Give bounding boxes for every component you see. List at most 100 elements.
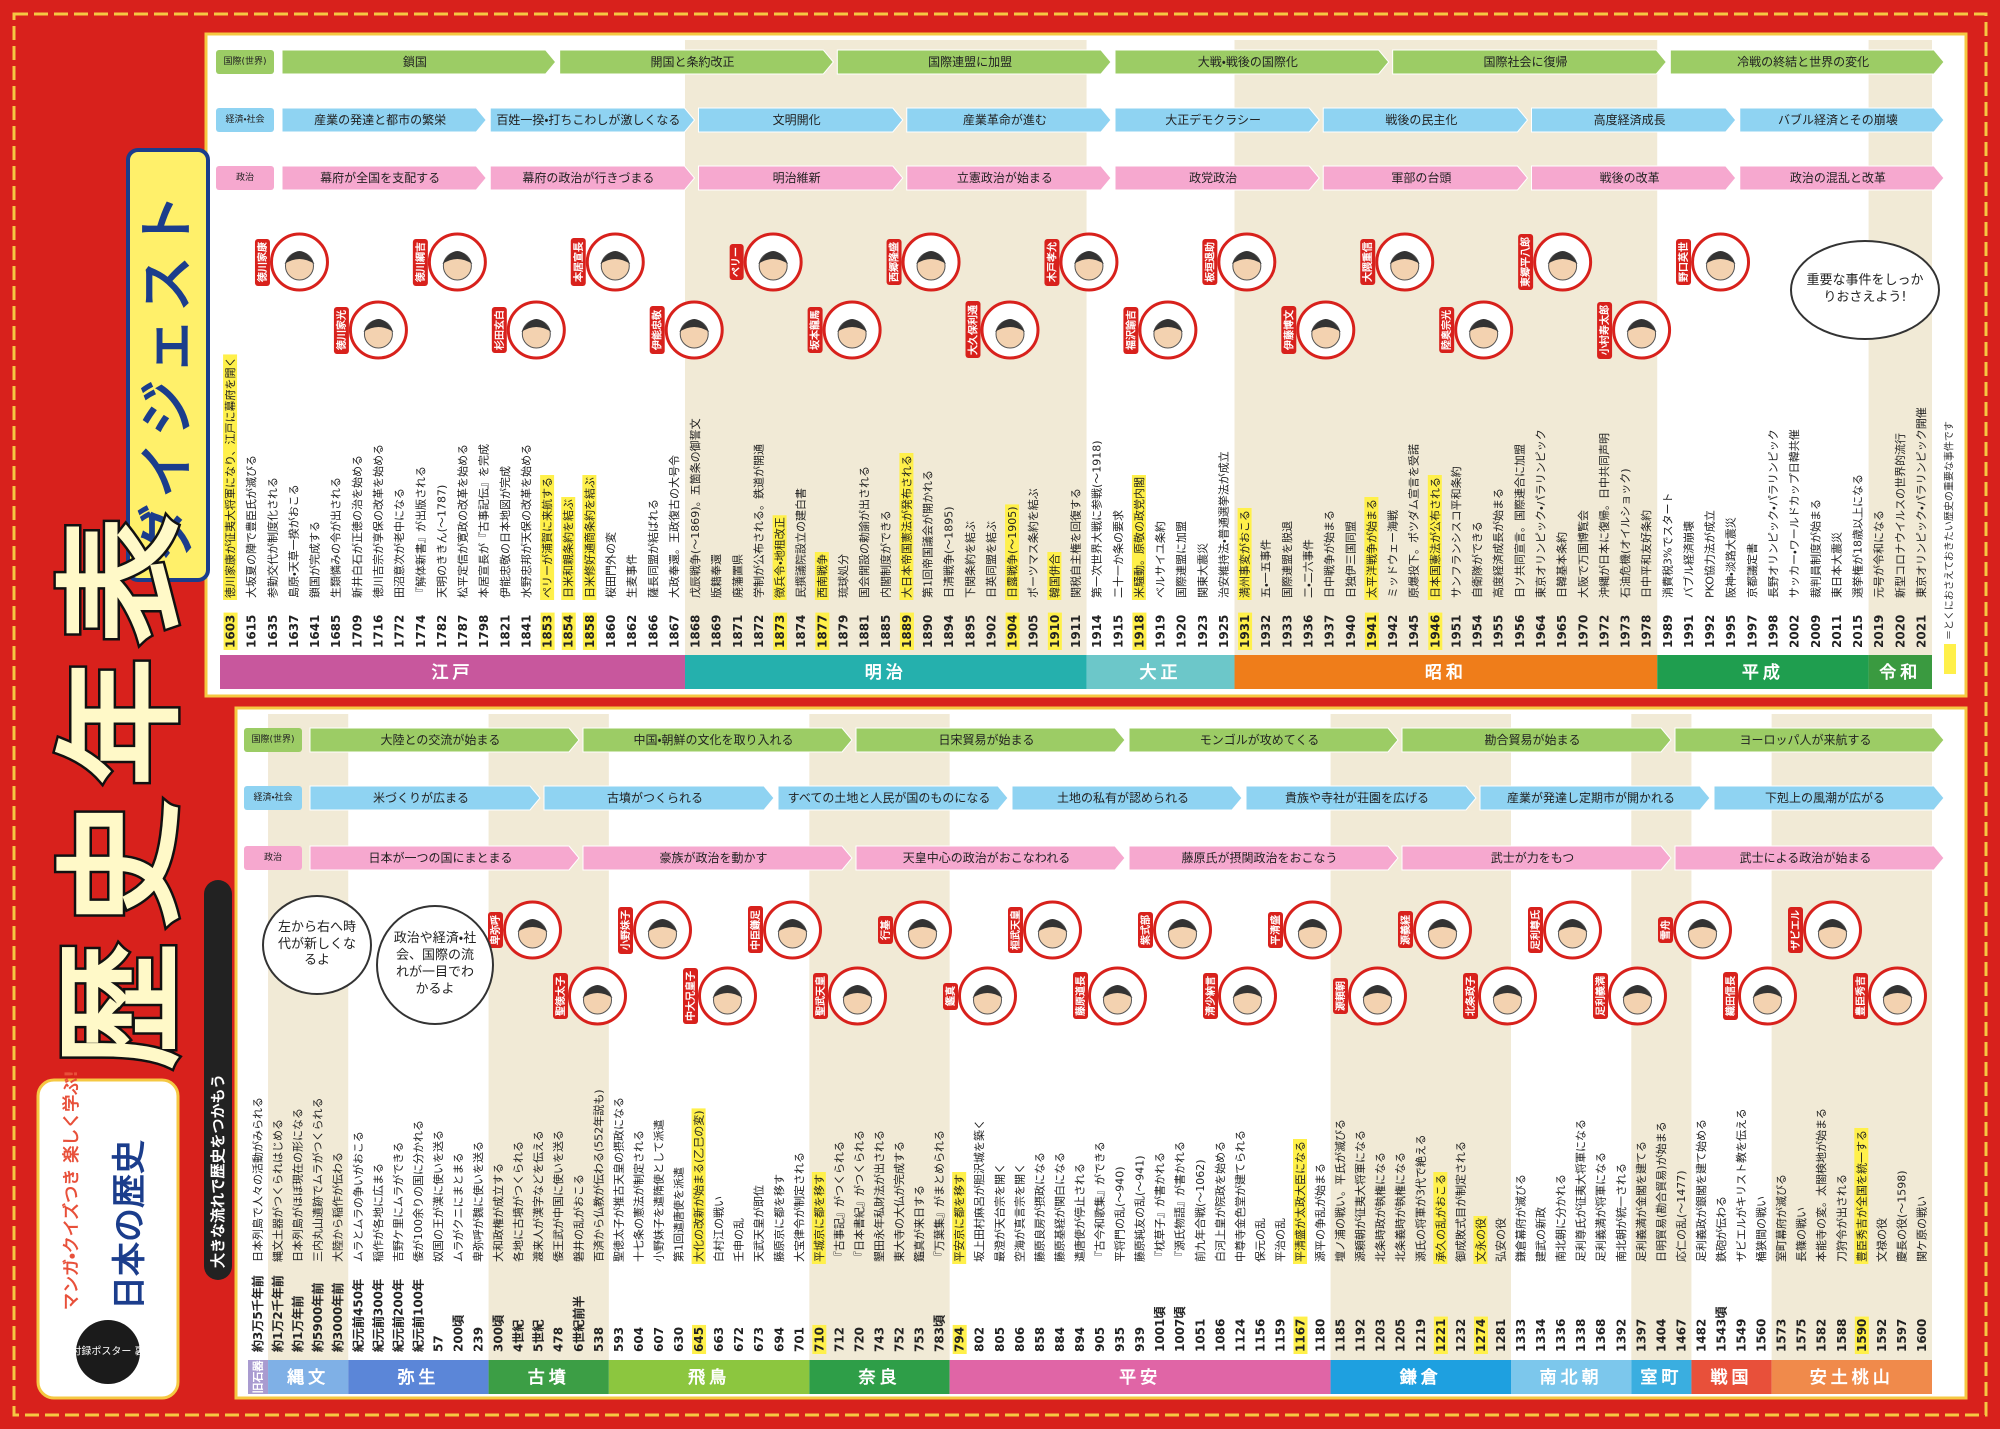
- year: 1221: [1434, 1319, 1448, 1352]
- portrait-tag: [1360, 239, 1376, 285]
- year: 593: [612, 1327, 626, 1352]
- event: 十七条の憲法が制定される: [631, 1130, 645, 1262]
- era-band: [1330, 1360, 1511, 1394]
- year: 1911: [1069, 615, 1083, 648]
- event: 刀狩令が出される: [1834, 1174, 1848, 1262]
- portrait-hair: [1882, 985, 1913, 998]
- year: 935: [1113, 1327, 1127, 1352]
- year: 1970: [1576, 615, 1590, 648]
- event: 中尊寺金色堂が建てられる: [1233, 1130, 1247, 1262]
- portrait-name: 徳川綱吉: [414, 242, 427, 283]
- event: 第1回遣唐使を派遣: [672, 1167, 686, 1262]
- year: 1582: [1815, 1319, 1829, 1352]
- event: 桶狭間の戦い: [1754, 1196, 1768, 1262]
- year: 607: [652, 1327, 666, 1352]
- portrait-tag: [1593, 973, 1608, 1019]
- year: 1877: [815, 615, 829, 648]
- event: 日米修好通商条約を結ぶ: [582, 477, 596, 598]
- flow-text: 貴族や寺社が荘園を広げる: [1285, 790, 1429, 805]
- year: 2020: [1893, 615, 1907, 648]
- portrait-name: 徳川家光: [335, 310, 348, 351]
- event: ムラがクニにまとまる: [451, 1153, 465, 1262]
- portrait-tag: [491, 307, 507, 353]
- portrait-name: 平清盛: [1269, 915, 1282, 945]
- era-name: 古墳: [528, 1367, 570, 1388]
- year: 1615: [245, 615, 259, 648]
- flow-text: 日本が一つの国にまとまる: [368, 850, 512, 865]
- portrait-tag: [1853, 973, 1868, 1019]
- year: 300頃: [492, 1314, 506, 1352]
- year: 1854: [562, 615, 576, 648]
- year: 1881: [858, 615, 872, 648]
- portrait-name: 藤原道長: [1074, 975, 1087, 1016]
- highlight: [223, 354, 238, 600]
- portrait-name: 行基: [879, 919, 892, 941]
- portrait-name: 伊藤博文: [1282, 309, 1295, 351]
- highlight: [692, 1324, 707, 1354]
- event: 大阪で万国博覧会: [1576, 510, 1590, 598]
- portrait-hair: [1389, 251, 1420, 264]
- era-band: [608, 1360, 810, 1394]
- flow-arrow: [1011, 785, 1243, 811]
- event: ペリーが浦賀に来航する: [540, 477, 554, 598]
- year: 794: [953, 1327, 967, 1352]
- flow-text: 天皇中心の政治がおこなわれる: [903, 850, 1070, 865]
- event: 足利義政が銀閣を建て始める: [1694, 1119, 1708, 1262]
- flow-text: 百姓一揆・打ちこわしが激しくなる: [496, 112, 680, 127]
- portrait-name: ザビエル: [1789, 910, 1802, 950]
- portrait-hair: [712, 985, 743, 998]
- event: 参勤交代が制度化される: [265, 477, 279, 598]
- era-name: 明治: [865, 662, 907, 683]
- flow-text: 豪族が政治を動かす: [659, 850, 767, 865]
- year: 1873: [773, 615, 787, 648]
- year: 905: [1093, 1327, 1107, 1352]
- event: 松平定信が寛政の改革を始める: [456, 444, 470, 598]
- event: 生類憐みの令が出される: [329, 477, 343, 598]
- row-label: 経済・社会: [253, 791, 292, 803]
- portrait-hair: [916, 251, 947, 264]
- portrait-tag: [649, 306, 665, 354]
- event: 第一次世界大戦に参戦(〜1918): [1090, 440, 1104, 598]
- year: 672: [732, 1327, 746, 1352]
- year: 1001頃: [1153, 1306, 1167, 1352]
- year: 1867: [667, 615, 681, 648]
- year: 1397: [1634, 1319, 1648, 1352]
- flow-text: 産業革命が進む: [963, 112, 1047, 127]
- year: 1841: [519, 615, 533, 648]
- year: 1167: [1294, 1319, 1308, 1352]
- year: 1905: [1027, 615, 1041, 648]
- event: 百済から仏教が伝わる(552年説も): [591, 1089, 605, 1262]
- event: 『源氏物語』が書かれる: [1173, 1141, 1187, 1262]
- year: 1368: [1594, 1319, 1608, 1352]
- flow-arrow: [1674, 727, 1945, 753]
- era-band: [949, 1360, 1331, 1394]
- event: 源氏の将軍が3代で絶える: [1413, 1134, 1427, 1262]
- era-name: 平成: [1742, 662, 1784, 683]
- era-name: 旧石器: [252, 1360, 265, 1394]
- event: 版籍奉還: [709, 554, 723, 598]
- year: 1404: [1654, 1319, 1668, 1352]
- event: 二十一か条の要求: [1111, 510, 1125, 598]
- portrait-name: 坂本龍馬: [809, 310, 822, 350]
- highlight: [1427, 475, 1442, 600]
- event: 空海が真言宗を開く: [1012, 1163, 1026, 1262]
- portrait-name: 板垣退助: [1203, 242, 1216, 282]
- event: 壇ノ浦の戦い。平氏が滅びる: [1333, 1119, 1347, 1262]
- portrait-hair: [1232, 985, 1263, 998]
- event: 国際連盟に加盟: [1174, 521, 1188, 598]
- year: 紀元前100年: [410, 1279, 425, 1353]
- year: 2015: [1851, 615, 1865, 648]
- portrait-name: 木戸孝允: [1045, 242, 1058, 283]
- year: 1192: [1354, 1319, 1368, 1352]
- event: 伊能忠敬の日本地図が完成: [498, 466, 512, 598]
- event: 日本列島がほぼ現在の形になる: [291, 1108, 305, 1262]
- flow-arrow: [1739, 165, 1945, 191]
- era-band: [1511, 1360, 1632, 1394]
- portrait-hair: [1557, 919, 1588, 932]
- event: 吉野ケ里にムラができる: [391, 1142, 405, 1262]
- year: 6世紀前半: [571, 1296, 586, 1352]
- portrait-hair: [582, 985, 613, 998]
- flow-text: 軍部の台頭: [1391, 170, 1451, 185]
- event: 沖縄が日本に復帰。日中共同声明: [1597, 433, 1611, 598]
- year: 1997: [1745, 615, 1759, 648]
